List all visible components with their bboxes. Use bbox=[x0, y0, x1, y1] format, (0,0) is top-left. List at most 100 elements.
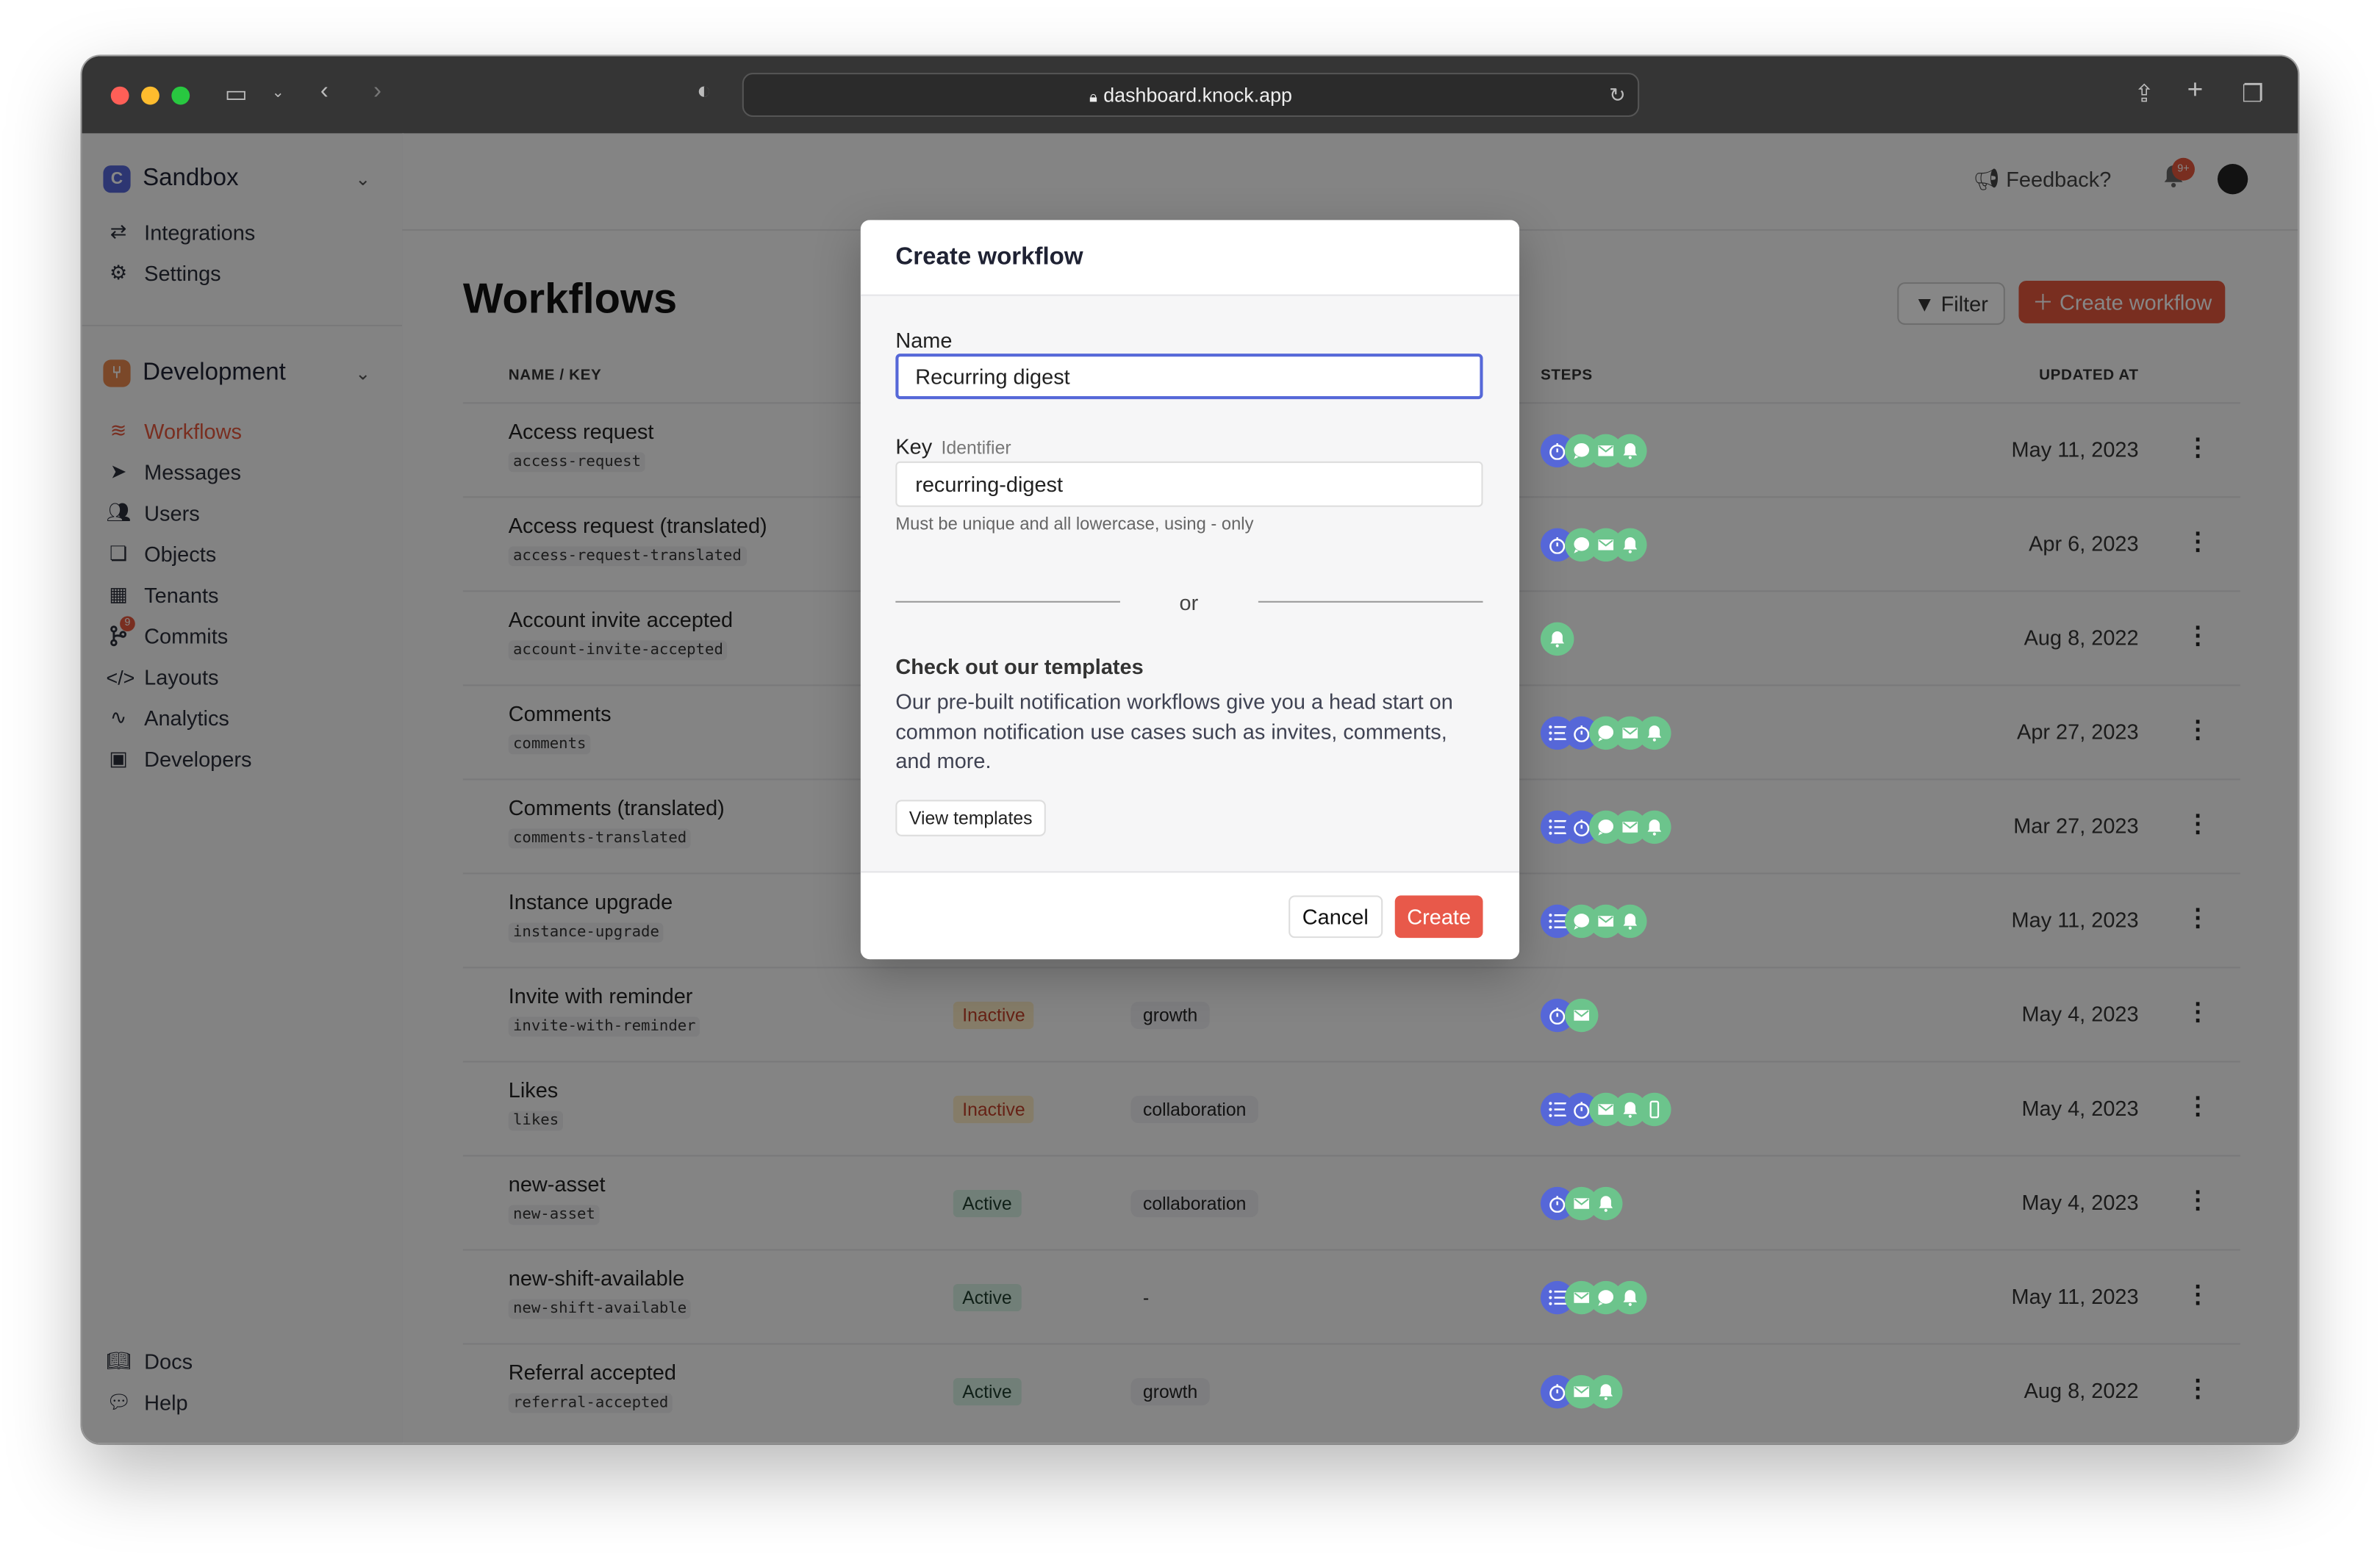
avatar[interactable] bbox=[2217, 164, 2248, 195]
minimize-window-button[interactable] bbox=[141, 86, 159, 105]
more-options-icon[interactable]: ⋮ bbox=[2185, 905, 2210, 932]
workflow-key: account-invite-accepted bbox=[508, 640, 728, 661]
more-options-icon[interactable]: ⋮ bbox=[2185, 717, 2210, 744]
sidebar-item-analytics[interactable]: ∿ Analytics bbox=[107, 706, 229, 730]
sidebar-item-docs[interactable]: 📖︎ Docs bbox=[107, 1349, 193, 1374]
environment-switcher[interactable]: ⑂ Development ⌄ bbox=[103, 359, 370, 387]
divider bbox=[1258, 600, 1483, 603]
forward-icon[interactable]: › bbox=[373, 79, 381, 105]
workflow-name[interactable]: new-shift-available bbox=[508, 1266, 685, 1291]
more-options-icon[interactable]: ⋮ bbox=[2185, 623, 2210, 650]
sidebar-item-integrations[interactable]: ⇄ Integrations bbox=[107, 220, 256, 245]
workflow-name[interactable]: Instance upgrade bbox=[508, 889, 673, 914]
table-row[interactable]: Invite with reminder invite-with-reminder… bbox=[462, 966, 2240, 1062]
table-row[interactable]: Comments comments Apr 27, 2023 ⋮ bbox=[462, 684, 2240, 780]
key-input[interactable]: recurring-digest bbox=[895, 461, 1483, 507]
workflow-name[interactable]: Comments (translated) bbox=[508, 795, 725, 820]
sidebar-item-tenants[interactable]: ▦ Tenants bbox=[107, 582, 218, 607]
sidebar: C Sandbox ⌄ ⇄ Integrations ⚙ Settings ⑂ De… bbox=[82, 133, 404, 1443]
notifications-button[interactable]: 9+ bbox=[2163, 157, 2195, 191]
environment-name: Development bbox=[143, 359, 286, 386]
workflow-key: new-asset bbox=[508, 1205, 601, 1225]
new-tab-icon[interactable]: + bbox=[2187, 74, 2204, 105]
nav-label: Workflows bbox=[144, 418, 242, 443]
workflow-name[interactable]: Comments bbox=[508, 701, 612, 726]
nav-label: Integrations bbox=[144, 220, 256, 245]
sidebar-item-layouts[interactable]: </> Layouts bbox=[107, 664, 219, 689]
building-icon: ▦ bbox=[109, 582, 128, 606]
in-app-bell-step-icon bbox=[1589, 1374, 1623, 1409]
more-options-icon[interactable]: ⋮ bbox=[2185, 1000, 2210, 1026]
workflow-key: new-shift-available bbox=[508, 1299, 692, 1319]
templates-description: Our pre-built notification workflows giv… bbox=[895, 689, 1453, 773]
view-templates-button[interactable]: View templates bbox=[895, 800, 1047, 836]
reload-icon[interactable]: ↻ bbox=[1609, 83, 1626, 107]
sidebar-item-settings[interactable]: ⚙ Settings bbox=[107, 261, 221, 285]
table-row[interactable]: Likes likes Inactive collaboration May 4, 20… bbox=[462, 1061, 2240, 1156]
more-options-icon[interactable]: ⋮ bbox=[2185, 811, 2210, 838]
address-bar[interactable]: 🔒︎ dashboard.knock.app ↻ bbox=[742, 73, 1640, 118]
maximize-window-button[interactable] bbox=[171, 86, 190, 105]
workflow-name[interactable]: Likes bbox=[508, 1077, 559, 1102]
create-button[interactable]: Create bbox=[1394, 895, 1483, 939]
chevron-down-icon[interactable]: ⌄ bbox=[271, 85, 284, 102]
more-options-icon[interactable]: ⋮ bbox=[2185, 1376, 2210, 1403]
workflow-name[interactable]: Account invite accepted bbox=[508, 607, 734, 632]
sidebar-item-objects[interactable]: ❏ Objects bbox=[107, 542, 217, 567]
lock-icon: 🔒︎ bbox=[1089, 89, 1097, 107]
sidebar-item-messages[interactable]: ➤ Messages bbox=[107, 460, 241, 484]
sidebar-item-help[interactable]: 💬︎ Help bbox=[107, 1391, 188, 1415]
in-app-bell-step-icon bbox=[1638, 810, 1671, 844]
category-tag: collaboration bbox=[1130, 1095, 1258, 1124]
workflow-name[interactable]: Access request bbox=[508, 418, 654, 443]
sidebar-item-users[interactable]: 👥︎ Users bbox=[107, 501, 200, 525]
workflow-key: access-request-translated bbox=[508, 546, 746, 567]
in-app-bell-step-icon bbox=[1638, 716, 1671, 750]
account-badge: C bbox=[103, 165, 131, 193]
back-icon[interactable]: ‹ bbox=[320, 79, 329, 105]
status-badge: Active bbox=[953, 1283, 1022, 1312]
name-input[interactable]: Recurring digest bbox=[895, 354, 1483, 400]
create-workflow-button[interactable]: ＋ Create workflow bbox=[2018, 281, 2226, 323]
table-row[interactable]: new-shift-available new-shift-available Ac… bbox=[462, 1249, 2240, 1344]
name-label: Name bbox=[895, 328, 953, 353]
workflow-name[interactable]: Referral accepted bbox=[508, 1360, 676, 1385]
table-row[interactable]: new-asset new-asset Active collaboration May… bbox=[462, 1155, 2240, 1250]
updated-at: Mar 27, 2023 bbox=[2013, 813, 2139, 838]
share-icon[interactable]: ⇪ bbox=[2134, 82, 2155, 108]
layers-icon: ≋ bbox=[110, 418, 127, 442]
updated-at: May 11, 2023 bbox=[2011, 1283, 2139, 1309]
nav-label: Objects bbox=[144, 542, 217, 567]
sidebar-toggle-icon[interactable]: ▭ bbox=[224, 82, 248, 108]
status-badge: Inactive bbox=[953, 1095, 1035, 1124]
more-options-icon[interactable]: ⋮ bbox=[2185, 435, 2210, 462]
cancel-button[interactable]: Cancel bbox=[1288, 895, 1383, 939]
close-window-button[interactable] bbox=[110, 86, 129, 105]
shield-icon[interactable]: ◐ bbox=[696, 79, 712, 105]
filter-button[interactable]: ▼ Filter bbox=[1897, 282, 2005, 325]
gear-icon: ⚙ bbox=[110, 261, 128, 284]
nav-label: Help bbox=[144, 1390, 188, 1415]
sidebar-item-commits[interactable]: 9 Commits bbox=[107, 616, 228, 648]
more-options-icon[interactable]: ⋮ bbox=[2185, 529, 2210, 556]
in-app-bell-step-icon bbox=[1613, 528, 1647, 562]
updated-at: May 4, 2023 bbox=[2021, 1095, 2139, 1120]
sms-phone-step-icon bbox=[1638, 1092, 1671, 1127]
chat-icon: 💬︎ bbox=[106, 1390, 132, 1413]
workflow-name[interactable]: Invite with reminder bbox=[508, 983, 693, 1008]
more-options-icon[interactable]: ⋮ bbox=[2185, 1188, 2210, 1214]
table-row[interactable]: Referral accepted referral-accepted Active… bbox=[462, 1343, 2240, 1439]
tabs-overview-icon[interactable]: ❐ bbox=[2242, 82, 2264, 108]
key-label-text: Key bbox=[895, 434, 933, 459]
sidebar-item-developers[interactable]: ▣ Developers bbox=[107, 747, 251, 771]
more-options-icon[interactable]: ⋮ bbox=[2185, 1282, 2210, 1309]
feedback-button[interactable]: 📢︎ Feedback? bbox=[1974, 167, 2112, 193]
account-switcher[interactable]: C Sandbox ⌄ bbox=[103, 165, 370, 193]
more-options-icon[interactable]: ⋮ bbox=[2185, 1094, 2210, 1120]
updated-at: Aug 8, 2022 bbox=[2024, 625, 2139, 650]
workflow-name[interactable]: new-asset bbox=[508, 1172, 606, 1197]
workflow-name[interactable]: Access request (translated) bbox=[508, 512, 767, 538]
sidebar-item-workflows[interactable]: ≋ Workflows bbox=[107, 419, 242, 443]
workflow-key: instance-upgrade bbox=[508, 922, 664, 943]
email-step-icon bbox=[1565, 998, 1599, 1033]
